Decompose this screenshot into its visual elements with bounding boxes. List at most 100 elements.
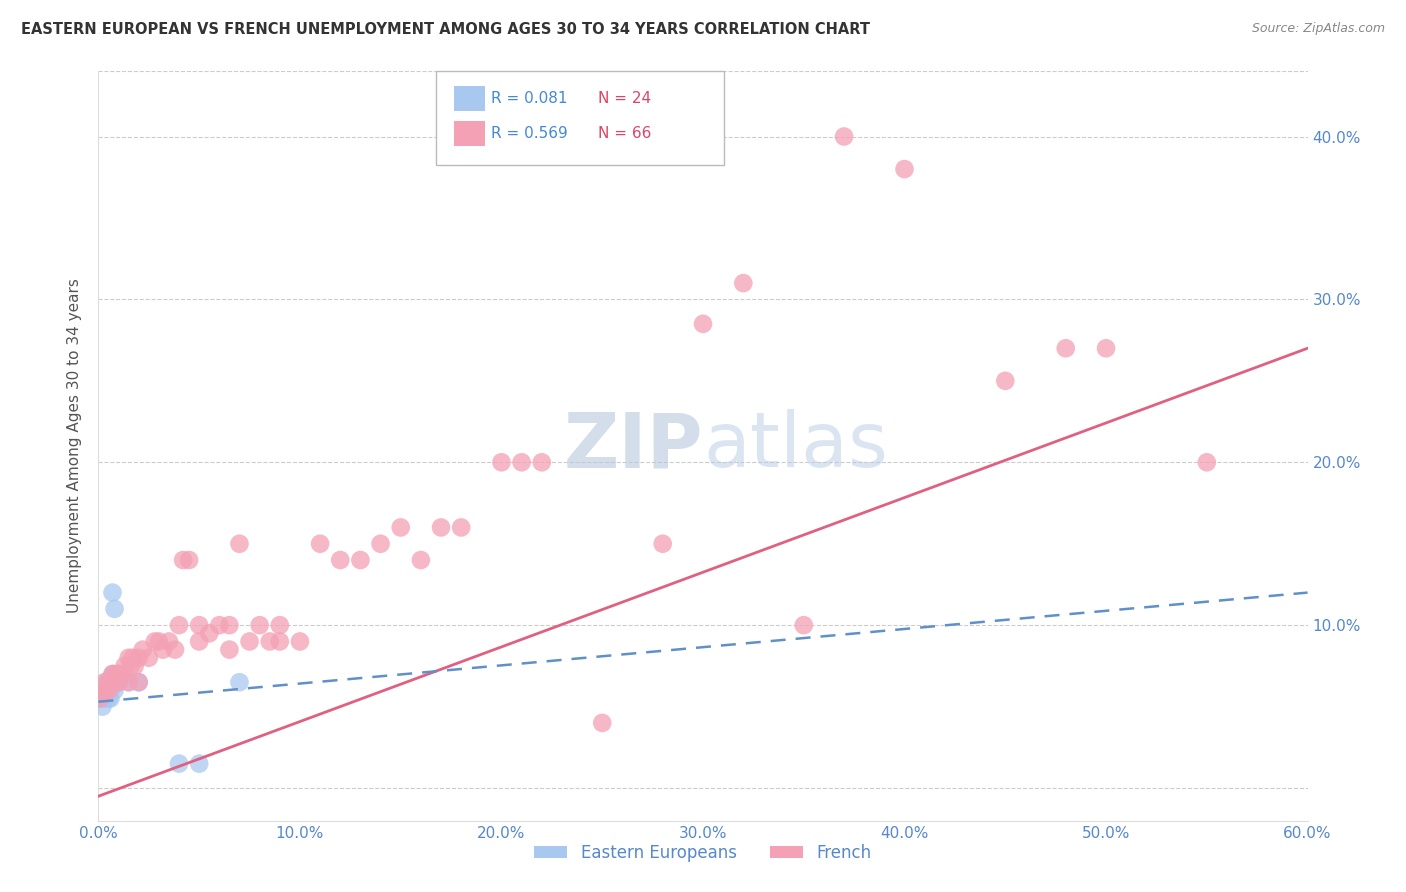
Text: ZIP: ZIP [564,409,703,483]
Point [105,675,128,690]
Point [172,553,194,567]
Point [100,675,122,690]
Point [128,675,150,690]
Point [793,618,815,632]
Point [179,553,201,567]
Point [309,537,332,551]
Point [93,691,115,706]
Point [124,659,146,673]
Point [269,634,291,648]
Point [163,642,186,657]
Point [329,553,352,567]
Point [349,553,371,567]
Point [148,634,170,648]
Point [259,634,281,648]
Point [1095,341,1118,355]
Point [105,675,128,690]
Text: N = 24: N = 24 [598,91,651,105]
Legend: Eastern Europeans, French: Eastern Europeans, French [527,838,879,869]
Point [167,618,190,632]
Point [138,650,160,665]
Point [100,683,122,698]
Text: R = 0.081: R = 0.081 [491,91,567,105]
Point [228,537,250,551]
Point [107,667,129,681]
Point [510,455,533,469]
Point [101,667,124,681]
Point [188,756,211,771]
Point [288,634,311,648]
Point [218,642,240,657]
Point [101,667,124,681]
Point [114,659,136,673]
Point [389,520,412,534]
Point [893,162,915,177]
Point [97,675,120,690]
Point [994,374,1017,388]
Text: Source: ZipAtlas.com: Source: ZipAtlas.com [1251,22,1385,36]
Point [249,618,271,632]
Point [97,683,120,698]
Point [100,691,122,706]
Point [96,675,118,690]
Point [91,699,114,714]
Point [103,667,125,681]
Point [188,618,211,632]
Point [692,317,714,331]
Y-axis label: Unemployment Among Ages 30 to 34 years: Unemployment Among Ages 30 to 34 years [67,278,83,614]
Point [89,691,111,706]
Point [198,626,221,640]
Point [450,520,472,534]
Point [167,756,190,771]
Point [733,276,755,290]
Point [370,537,392,551]
Point [128,650,150,665]
Point [107,667,129,681]
Point [1195,455,1218,469]
Point [103,683,125,698]
Point [152,642,174,657]
Point [118,675,141,690]
Point [121,650,143,665]
Point [107,675,129,690]
Point [188,634,211,648]
Point [97,675,120,690]
Point [208,618,231,632]
Point [96,683,118,698]
Point [228,675,250,690]
Point [96,683,118,698]
Point [111,667,134,681]
Point [239,634,262,648]
Point [218,618,240,632]
Point [93,675,115,690]
Point [118,650,141,665]
Point [591,715,613,730]
Text: EASTERN EUROPEAN VS FRENCH UNEMPLOYMENT AMONG AGES 30 TO 34 YEARS CORRELATION CH: EASTERN EUROPEAN VS FRENCH UNEMPLOYMENT … [21,22,870,37]
Point [107,675,129,690]
Point [103,602,125,616]
Point [651,537,673,551]
Point [409,553,432,567]
Point [101,585,124,599]
Point [93,683,115,698]
Point [157,634,180,648]
Point [91,683,114,698]
Point [97,683,120,698]
Text: R = 0.569: R = 0.569 [491,127,568,141]
Point [530,455,553,469]
Point [132,642,155,657]
Point [1054,341,1077,355]
Point [118,675,141,690]
Point [430,520,453,534]
Point [97,691,120,706]
Point [143,634,166,648]
Point [832,129,855,144]
Point [128,675,150,690]
Point [269,618,291,632]
Point [100,675,122,690]
Point [491,455,513,469]
Point [89,691,111,706]
Text: N = 66: N = 66 [598,127,651,141]
Point [120,659,142,673]
Text: atlas: atlas [703,409,887,483]
